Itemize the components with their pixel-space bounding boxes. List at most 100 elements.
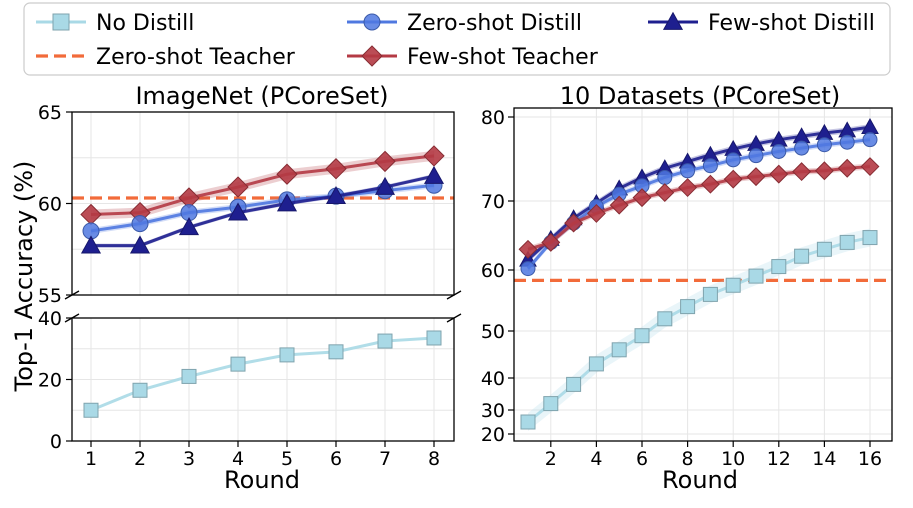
y-tick-label: 20 — [38, 370, 62, 392]
data-point-no-distill — [657, 311, 673, 327]
legend-swatch-marker — [361, 45, 383, 67]
data-point-few-shot-teacher — [860, 157, 880, 177]
data-point-no-distill — [839, 234, 855, 250]
panel-title-imagenet: ImageNet (PCoreSet) — [135, 82, 388, 110]
data-point-zero-shot-distill — [520, 261, 536, 277]
legend-swatch-marker — [52, 13, 70, 31]
legend-swatch-marker — [363, 13, 381, 31]
x-tick-label: 7 — [379, 448, 391, 470]
data-point-few-shot-teacher — [792, 162, 812, 182]
data-point-few-shot-distill — [374, 176, 396, 195]
x-tick-label: 2 — [134, 448, 146, 470]
data-point-zero-shot-distill — [748, 148, 764, 164]
data-point-few-shot-teacher — [541, 232, 561, 252]
data-point-no-distill — [543, 396, 559, 412]
series-line-zero-shot-distill — [526, 138, 871, 270]
series-line-few-shot-distill — [526, 125, 871, 261]
legend: No Distill Zero-shot Distill Few-shot Dist… — [23, 2, 891, 76]
data-point-few-shot-distill — [129, 235, 151, 254]
x-tick-label: 8 — [682, 448, 694, 470]
legend-item-few-shot-teacher: Few-shot Teacher — [347, 45, 599, 70]
x-tick-label: 8 — [428, 448, 440, 470]
x-tick-label: 4 — [232, 448, 244, 470]
series-line-few-shot-distill — [91, 174, 435, 248]
data-point-few-shot-teacher — [700, 174, 720, 194]
data-point-zero-shot-distill — [725, 152, 741, 168]
legend-label: Few-shot Teacher — [407, 45, 599, 70]
series-line-no-distill — [527, 236, 871, 424]
legend-item-zero-shot-distill: Zero-shot Distill — [347, 11, 582, 36]
legend-label: Few-shot Distill — [708, 11, 875, 36]
y-tick-label: 30 — [481, 400, 505, 422]
confidence-band-few-shot-teacher — [528, 163, 870, 253]
axis-break-marks — [64, 290, 462, 323]
series-line-few-shot-teacher — [527, 165, 871, 251]
data-point-zero-shot-distill — [839, 134, 855, 150]
legend-swatch-marker — [662, 11, 684, 30]
legend-item-zero-shot-teacher: Zero-shot Teacher — [36, 45, 296, 70]
data-point-few-shot-teacher — [769, 164, 789, 184]
data-point-few-shot-teacher — [609, 195, 629, 215]
y-tick-label: 60 — [481, 260, 505, 282]
x-tick-label: 12 — [767, 448, 791, 470]
data-point-no-distill — [816, 241, 832, 257]
data-point-no-distill — [83, 402, 99, 418]
y-tick-label: 40 — [481, 368, 505, 390]
data-point-no-distill — [520, 414, 536, 430]
data-point-few-shot-distill — [178, 217, 200, 236]
data-point-no-distill — [426, 330, 442, 346]
data-point-few-shot-teacher — [678, 178, 698, 198]
x-tick-label: 2 — [545, 448, 557, 470]
data-point-few-shot-teacher — [586, 203, 606, 223]
confidence-band-no-distill — [528, 228, 870, 431]
y-tick-label: 65 — [38, 102, 62, 124]
data-point-few-shot-distill — [80, 235, 102, 254]
x-axis-title-imagenet: Round — [224, 466, 300, 494]
data-point-no-distill — [328, 344, 344, 360]
data-point-no-distill — [702, 286, 718, 302]
data-point-few-shot-distill — [227, 202, 249, 221]
data-point-few-shot-teacher — [227, 176, 249, 198]
y-tick-label: 50 — [481, 321, 505, 343]
legend-label: Zero-shot Teacher — [96, 45, 296, 70]
x-tick-label: 5 — [281, 448, 293, 470]
x-tick-label: 3 — [183, 448, 195, 470]
data-point-no-distill — [862, 230, 878, 246]
data-point-few-shot-teacher — [518, 239, 538, 259]
data-point-few-shot-distill — [325, 185, 347, 205]
data-point-zero-shot-distill — [771, 143, 787, 159]
legend-label: Zero-shot Distill — [407, 11, 582, 36]
data-point-no-distill — [611, 342, 627, 358]
data-point-no-distill — [132, 382, 148, 398]
panel-title-10-datasets: 10 Datasets (PCoreSet) — [560, 82, 840, 110]
y-tick-label: 70 — [481, 191, 505, 213]
data-point-few-shot-teacher — [374, 150, 396, 173]
x-tick-label: 14 — [812, 448, 836, 470]
y-tick-label: 20 — [481, 424, 505, 446]
data-point-zero-shot-distill — [680, 163, 696, 179]
data-point-no-distill — [588, 356, 604, 372]
data-point-few-shot-teacher — [723, 169, 743, 189]
data-point-zero-shot-distill — [794, 140, 810, 156]
legend-item-few-shot-distill: Few-shot Distill — [648, 11, 875, 36]
data-point-few-shot-teacher — [80, 203, 102, 226]
x-tick-label: 16 — [858, 448, 882, 470]
data-point-zero-shot-distill — [862, 132, 878, 148]
right-axes-frame — [513, 107, 893, 442]
y-tick-label: 40 — [38, 308, 62, 330]
data-point-few-shot-teacher — [632, 188, 652, 208]
data-point-zero-shot-distill — [816, 137, 832, 153]
data-point-few-shot-distill — [276, 193, 298, 212]
data-point-few-shot-teacher — [814, 161, 834, 181]
y-tick-label: 60 — [38, 194, 62, 216]
x-tick-label: 10 — [721, 448, 745, 470]
data-point-few-shot-teacher — [564, 213, 584, 233]
data-point-few-shot-teacher — [837, 158, 857, 178]
y-tick-label: 80 — [481, 107, 505, 129]
data-point-no-distill — [181, 368, 197, 384]
data-point-no-distill — [566, 376, 582, 392]
x-tick-label: 6 — [330, 448, 342, 470]
data-point-no-distill — [680, 299, 696, 315]
